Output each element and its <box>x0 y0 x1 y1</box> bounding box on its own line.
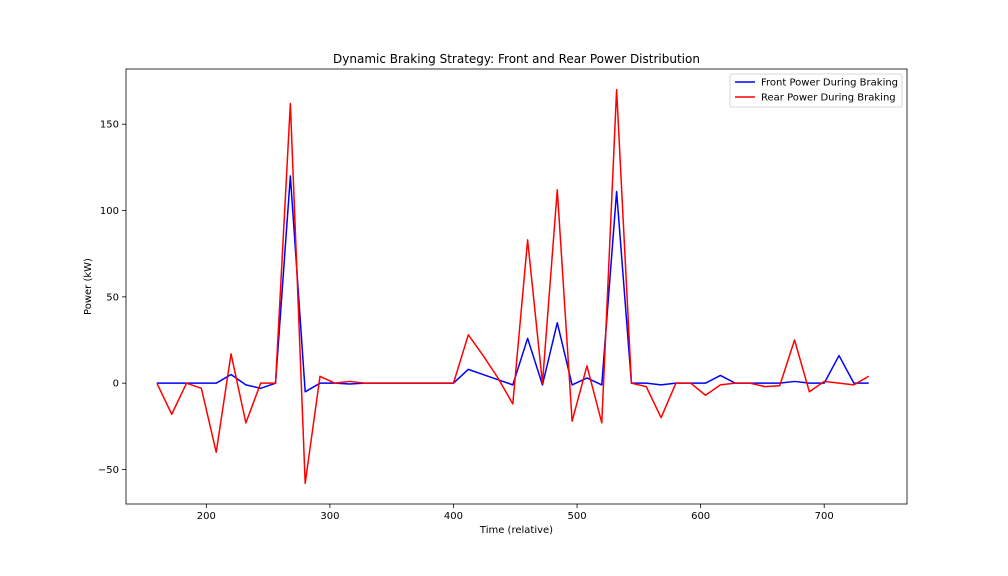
legend-label-rear: Rear Power During Braking <box>761 93 896 104</box>
y-tick-label: 50 <box>106 292 119 303</box>
x-tick-label: 700 <box>815 511 834 522</box>
y-tick-label: −50 <box>98 465 119 476</box>
y-axis: −50 0 50 100 150 <box>98 120 126 476</box>
y-axis-label: Power (kW) <box>83 258 94 315</box>
legend-box <box>729 73 903 108</box>
x-axis-label: Time (relative) <box>479 525 553 536</box>
x-tick-label: 200 <box>197 511 216 522</box>
plot-area <box>125 68 908 505</box>
legend: Front Power During Braking Rear Power Du… <box>729 73 903 108</box>
series-line-1 <box>156 88 870 485</box>
series-layer <box>156 88 870 485</box>
series-line-0 <box>156 175 869 393</box>
x-tick-label: 500 <box>568 511 587 522</box>
y-tick-label: 0 <box>113 379 119 390</box>
x-tick-label: 300 <box>320 511 339 522</box>
x-tick-label: 600 <box>691 511 710 522</box>
chart-title: Dynamic Braking Strategy: Front and Rear… <box>333 52 700 66</box>
y-tick-label: 150 <box>100 120 119 131</box>
x-axis: 200 300 400 500 600 700 <box>197 504 834 522</box>
legend-label-front: Front Power During Braking <box>761 78 898 89</box>
y-tick-label: 100 <box>100 206 119 217</box>
x-tick-label: 400 <box>444 511 463 522</box>
